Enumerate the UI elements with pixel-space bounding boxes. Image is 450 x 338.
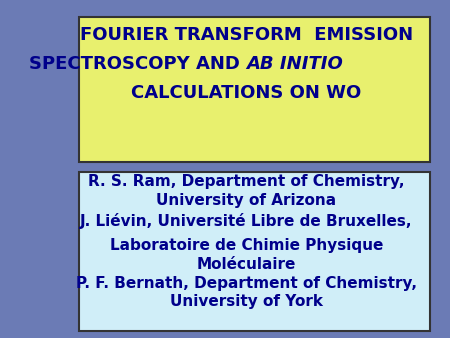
Text: P. F. Bernath, Department of Chemistry,
University of York: P. F. Bernath, Department of Chemistry, … [76, 275, 417, 309]
Text: SPECTROSCOPY AND: SPECTROSCOPY AND [29, 55, 247, 73]
Text: CALCULATIONS ON WO: CALCULATIONS ON WO [131, 84, 361, 102]
FancyBboxPatch shape [79, 172, 430, 331]
Text: R. S. Ram, Department of Chemistry,
University of Arizona: R. S. Ram, Department of Chemistry, Univ… [88, 174, 405, 208]
Text: AB INITIO: AB INITIO [247, 55, 343, 73]
Text: Laboratoire de Chimie Physique
Moléculaire: Laboratoire de Chimie Physique Moléculai… [110, 238, 383, 272]
Text: J. Liévin, Université Libre de Bruxelles,: J. Liévin, Université Libre de Bruxelles… [80, 213, 413, 230]
FancyBboxPatch shape [79, 17, 430, 162]
Text: FOURIER TRANSFORM  EMISSION: FOURIER TRANSFORM EMISSION [80, 26, 413, 45]
